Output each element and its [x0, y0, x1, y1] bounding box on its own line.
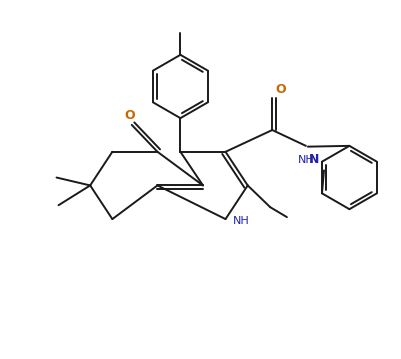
Text: NH: NH [297, 155, 314, 164]
Text: O: O [275, 83, 286, 96]
Text: O: O [124, 109, 135, 122]
Text: NH: NH [232, 216, 249, 226]
Text: N: N [308, 153, 318, 166]
